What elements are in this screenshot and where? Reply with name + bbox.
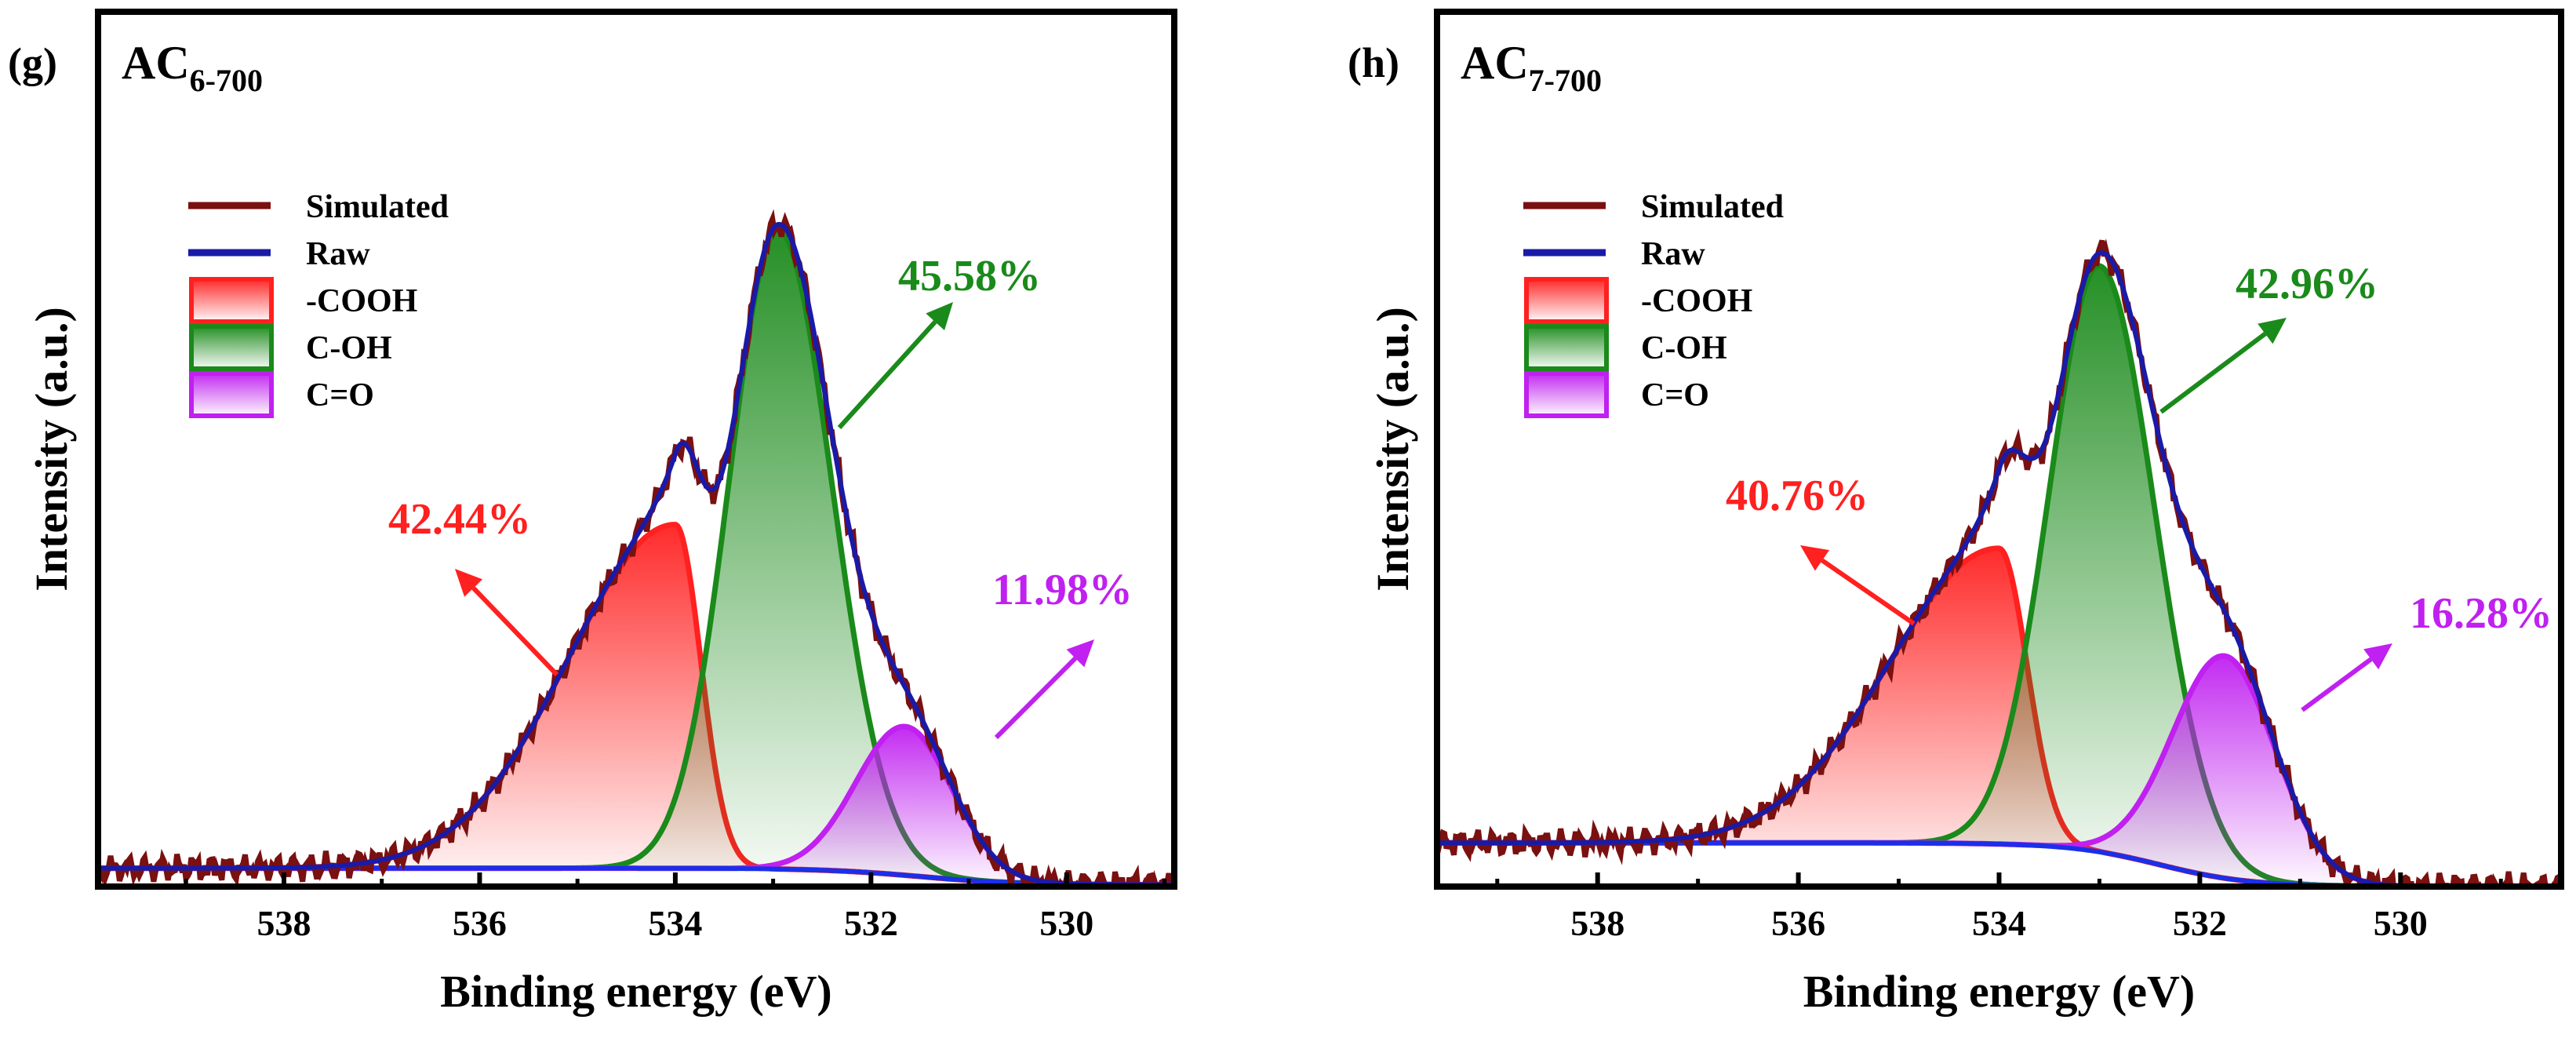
legend-swatch-co [1524, 371, 1609, 418]
annotation-arrowhead-co [1066, 639, 1094, 668]
annotation-arrow-coh [2159, 331, 2267, 414]
annotation-arrowhead-coh [2258, 318, 2287, 344]
legend-label: C=O [1641, 377, 1709, 413]
annotation-co: 11.98% [992, 566, 1133, 614]
legend-label: C-OH [1641, 330, 1727, 366]
annotation-arrowhead-coh [926, 302, 953, 330]
legend-swatch-cooh [1524, 277, 1609, 324]
x-tick-label: 536 [453, 903, 507, 943]
peak-fill-cooh [98, 524, 1174, 885]
annotation-co: 16.28% [2410, 589, 2552, 638]
x-tick-label: 534 [1972, 903, 2026, 943]
panel-label: (h) [1348, 39, 1399, 86]
legend-label: Raw [1641, 236, 1705, 272]
annotation-arrowhead-co [2363, 643, 2392, 670]
x-tick-label: 538 [1570, 903, 1625, 943]
x-tick-label: 536 [1771, 903, 1825, 943]
peak-fill-cooh [1437, 548, 2561, 887]
y-axis-title: Intensity (a.u.) [1367, 307, 1418, 592]
legend-swatch-coh [189, 324, 274, 371]
legend-label: Raw [306, 236, 370, 272]
xps-panel-g: 538 536 534 532 530 Binding energy (eV) Intens… [8, 9, 1177, 1017]
sample-name: AC6-700 [122, 37, 263, 98]
sample-name-subscript: 6-700 [190, 63, 263, 98]
x-tick-label: 534 [648, 903, 702, 943]
x-axis-title: Binding energy (eV) [440, 966, 831, 1017]
sample-name: AC7-700 [1461, 37, 1602, 98]
legend-label: C-OH [306, 330, 392, 366]
x-tick-label: 530 [1039, 903, 1093, 943]
legend-label: -COOH [306, 283, 417, 319]
plot-frame [95, 9, 1177, 890]
annotation-arrowhead-cooh [1800, 545, 1830, 571]
legend: Simulated Raw -COOH C-OH C=O [1523, 189, 1784, 418]
xps-panel-h: 538 536 534 532 530 Binding energy (eV) Intens… [1348, 9, 2564, 1017]
peak-fill-co [98, 727, 1174, 885]
annotation-cooh: 40.76% [1726, 472, 1868, 520]
annotation-arrow-coh [837, 320, 937, 430]
x-tick-label: 538 [257, 903, 311, 943]
raw-curve [98, 221, 1174, 887]
legend-swatch-co [189, 371, 274, 418]
peak-fill-co [1437, 656, 2561, 887]
annotation-arrow-cooh [471, 586, 559, 677]
legend-label: C=O [306, 377, 374, 413]
sample-name-base: AC [1461, 37, 1529, 89]
x-axis-title: Binding energy (eV) [1803, 966, 2195, 1017]
annotation-arrowhead-cooh [455, 569, 483, 597]
plot-area [98, 209, 1174, 887]
annotation-arrow-co [2301, 657, 2373, 712]
annotation-arrow-co [994, 656, 1078, 740]
panel-label: (g) [8, 39, 57, 86]
annotation-arrow-cooh [1821, 558, 1916, 626]
annotation-coh: 45.58% [898, 252, 1041, 300]
x-tick-label: 532 [2173, 903, 2227, 943]
legend-swatch-coh [1524, 324, 1609, 371]
legend: Simulated Raw -COOH C-OH C=O [188, 189, 449, 418]
sample-name-base: AC [122, 37, 190, 89]
annotation-cooh: 42.44% [388, 495, 531, 544]
y-axis-title: Intensity (a.u.) [26, 307, 77, 592]
legend-swatch-cooh [189, 277, 274, 324]
legend-label: Simulated [306, 189, 449, 225]
legend-label: -COOH [1641, 283, 1752, 319]
legend-label: Simulated [1641, 189, 1784, 225]
x-tick-label: 532 [844, 903, 898, 943]
annotation-coh: 42.96% [2236, 260, 2378, 308]
x-tick-label: 530 [2374, 903, 2428, 943]
sample-name-subscript: 7-700 [1529, 63, 1602, 98]
